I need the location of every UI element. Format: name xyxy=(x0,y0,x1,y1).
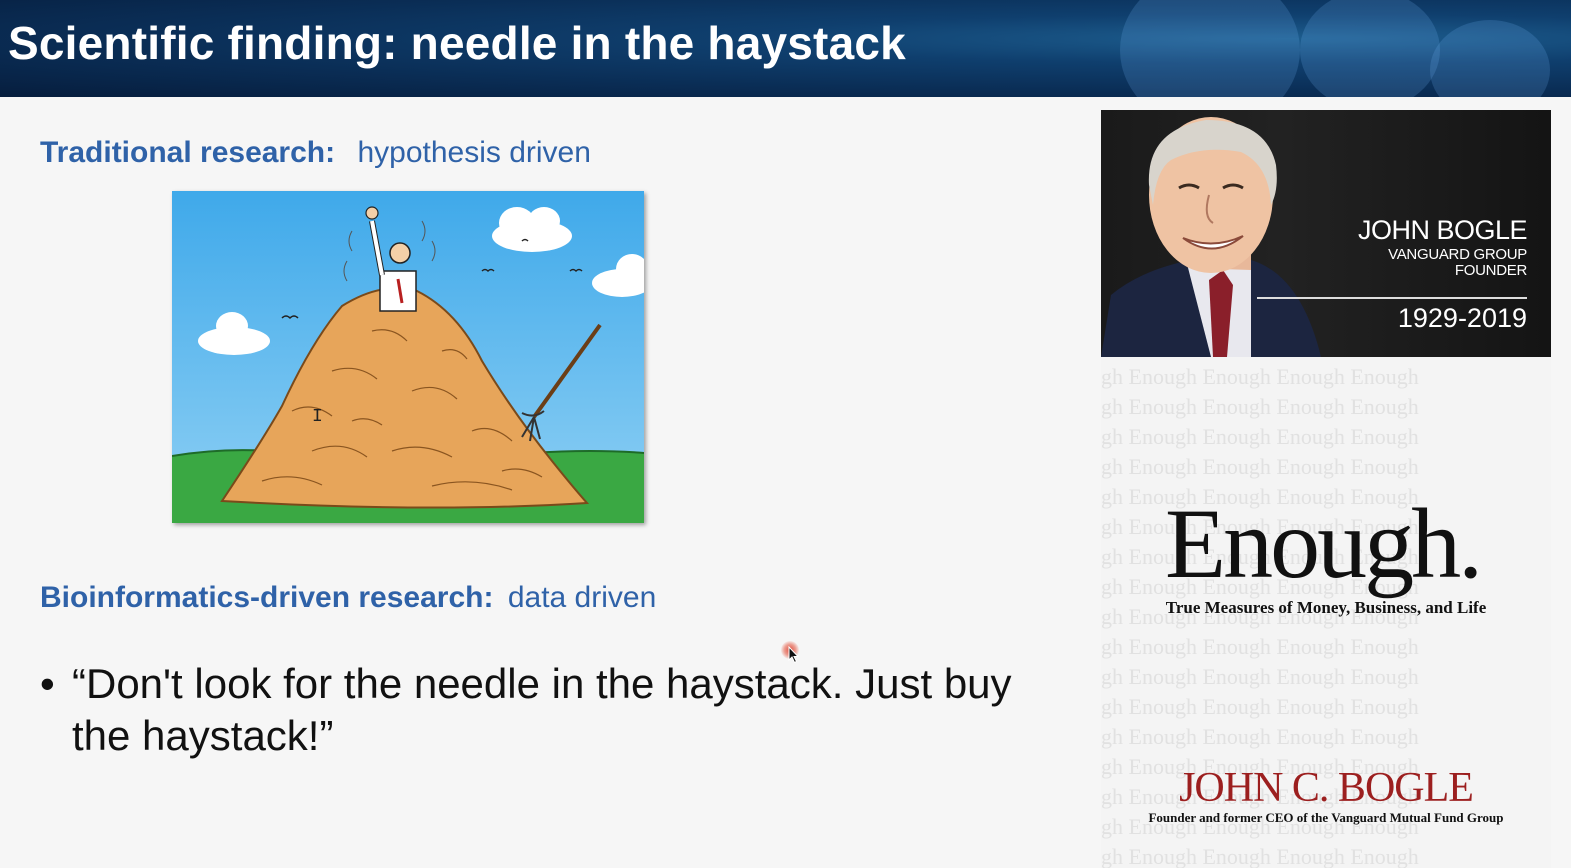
book-author: JOHN C. BOGLE xyxy=(1179,765,1474,811)
traditional-research-heading: Traditional research: hypothesis driven xyxy=(40,136,591,170)
haystack-cartoon-image: I xyxy=(172,191,644,523)
background-bubble xyxy=(1430,20,1550,97)
photo-role: VANGUARD GROUP FOUNDER xyxy=(1388,246,1527,279)
traditional-research-value: hypothesis driven xyxy=(357,136,591,169)
background-bubble xyxy=(1120,0,1300,97)
slide-title: Scientific finding: needle in the haysta… xyxy=(8,17,906,69)
background-bubble xyxy=(1300,0,1440,97)
cover-background-pattern: gh Enough Enough Enough Enough gh Enough… xyxy=(1101,364,1419,868)
photo-divider xyxy=(1257,297,1527,299)
book-cover: JOHN BOGLE VANGUARD GROUP FOUNDER 1929-2… xyxy=(1101,110,1551,868)
haystack-cartoon-icon: I xyxy=(172,191,644,523)
bioinformatics-research-value: data driven xyxy=(507,581,657,614)
traditional-research-label: Traditional research: xyxy=(40,136,336,169)
author-photo: JOHN BOGLE VANGUARD GROUP FOUNDER 1929-2… xyxy=(1101,110,1551,357)
book-title: Enough. xyxy=(1165,488,1483,599)
quote-text: “Don't look for the needle in the haysta… xyxy=(72,660,1012,759)
book-subtitle: True Measures of Money, Business, and Li… xyxy=(1165,598,1487,617)
bioinformatics-research-label: Bioinformatics-driven research: xyxy=(40,581,494,614)
slide-title-bar: Scientific finding: needle in the haysta… xyxy=(0,0,1571,97)
bullet-symbol: • xyxy=(40,660,55,707)
portrait-icon xyxy=(1101,117,1321,357)
mouse-pointer-icon xyxy=(788,646,800,664)
photo-years: 1929-2019 xyxy=(1397,303,1527,333)
photo-name: JOHN BOGLE xyxy=(1357,215,1528,245)
book-author-description: Founder and former CEO of the Vanguard M… xyxy=(1148,810,1504,825)
bioinformatics-research-heading: Bioinformatics-driven research: data dri… xyxy=(40,581,656,615)
svg-text:I: I xyxy=(312,407,323,427)
